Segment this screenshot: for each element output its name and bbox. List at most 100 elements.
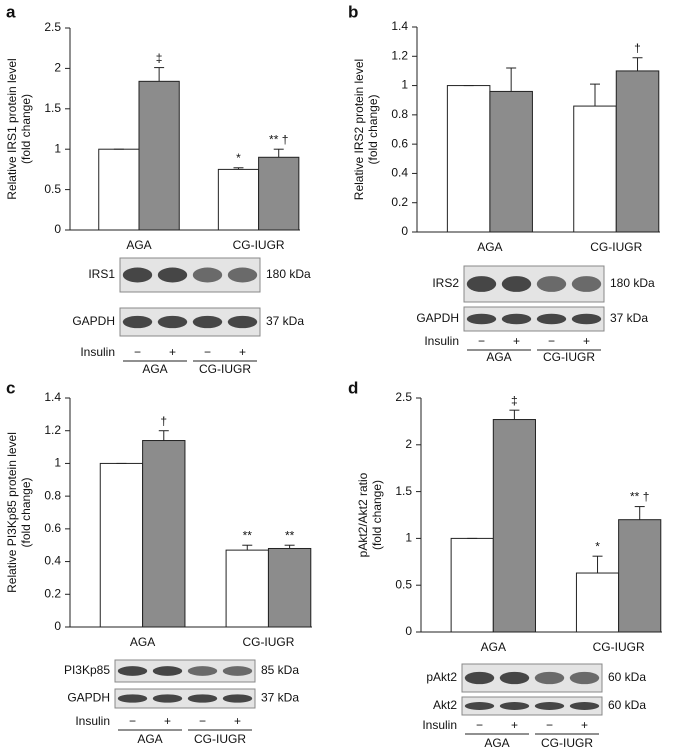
y-tick-label: 0.8 — [44, 488, 61, 502]
blot-size: 85 kDa — [261, 663, 299, 677]
blot-band — [571, 313, 602, 325]
blot-size: 180 kDa — [266, 267, 311, 281]
significance: ‡ — [156, 51, 163, 65]
y-tick-label: 0.6 — [44, 521, 61, 535]
insulin-sign: − — [548, 334, 555, 348]
bar — [615, 70, 660, 233]
panel-label: d — [348, 378, 358, 397]
bar — [225, 549, 269, 628]
blot-band — [117, 666, 148, 676]
blot-band — [187, 694, 218, 703]
x-tick-label: AGA — [130, 635, 155, 649]
y-tick-label: 1 — [401, 78, 408, 92]
significance: ‡ — [511, 393, 518, 407]
y-tick-label: 1 — [405, 531, 412, 545]
group-label: CG-IUGR — [194, 732, 246, 746]
blot-band — [534, 702, 565, 710]
y-tick-label: 0 — [54, 222, 61, 236]
blot-band — [227, 267, 258, 283]
x-tick-label: AGA — [477, 240, 502, 254]
insulin-sign: − — [204, 345, 211, 359]
blot-band — [152, 694, 183, 703]
blot-band — [466, 276, 497, 292]
significance: ** † — [630, 490, 649, 504]
blot-label: PI3Kp85 — [64, 663, 110, 677]
panel-label: a — [6, 2, 16, 21]
y-tick-label: 1 — [54, 141, 61, 155]
y-tick-label: 0.4 — [391, 166, 408, 180]
bar — [492, 419, 536, 633]
group-label: CG-IUGR — [199, 362, 251, 376]
blot-size: 37 kDa — [610, 311, 648, 325]
insulin-sign: + — [583, 334, 590, 348]
bar — [573, 105, 617, 233]
group-label: AGA — [484, 736, 509, 750]
y-tick-label: 0 — [54, 619, 61, 633]
insulin-label: Insulin — [424, 334, 459, 348]
insulin-sign: − — [134, 345, 141, 359]
blot-band — [536, 276, 567, 292]
y-tick-label: 0 — [405, 624, 412, 638]
blot-band — [122, 267, 153, 283]
insulin-sign: − — [546, 718, 553, 732]
group-label: AGA — [137, 732, 162, 746]
y-axis-label: Relative IRS1 protein level — [5, 58, 19, 199]
x-tick-label: CG-IUGR — [233, 238, 285, 252]
insulin-sign: + — [169, 345, 176, 359]
y-axis-label: pAkt2/Akt2 ratio — [356, 472, 370, 557]
bar — [618, 519, 662, 633]
panel: b 0 0.2 0.4 0.6 0.8 1 1.2 1.4 Relative IRS2 prote… — [348, 2, 660, 364]
panel: d 0 0.5 1 1.5 2 2.5 pAkt2/Akt2 ratio (fold chang… — [348, 378, 662, 750]
blot-band — [569, 671, 600, 685]
y-tick-label: 0.6 — [391, 136, 408, 150]
insulin-sign: − — [129, 714, 136, 728]
significance: † — [160, 414, 167, 428]
blot-band — [571, 276, 602, 292]
blot-band — [192, 267, 223, 283]
insulin-sign: + — [239, 345, 246, 359]
significance: † — [634, 41, 641, 55]
significance: ** — [285, 528, 295, 542]
y-tick-label: 2.5 — [395, 390, 412, 404]
blot-band — [222, 694, 253, 703]
panel: a 0 0.5 1 1.5 2 2.5 Relative IRS1 protein level… — [5, 2, 311, 376]
blot-strip — [114, 659, 256, 683]
blot-band — [536, 313, 567, 325]
blot-band — [157, 315, 188, 329]
significance: ** † — [269, 132, 288, 146]
blot-band — [501, 313, 532, 325]
bar — [575, 572, 620, 633]
blot-label: IRS1 — [88, 267, 115, 281]
blot-band — [466, 313, 497, 325]
blot-band — [157, 267, 188, 283]
group-label: AGA — [486, 350, 511, 364]
y-tick-label: 2 — [54, 61, 61, 75]
blot-label: GAPDH — [67, 691, 110, 705]
blot-label: GAPDH — [416, 311, 459, 325]
blot-band — [499, 702, 530, 710]
y-tick-label: 1.5 — [44, 101, 61, 115]
group-label: CG-IUGR — [543, 350, 595, 364]
blot-strip — [461, 696, 603, 716]
y-tick-label: 0.5 — [395, 577, 412, 591]
blot-size: 37 kDa — [261, 691, 299, 705]
y-tick-label: 1.5 — [395, 484, 412, 498]
y-tick-label: 0.4 — [44, 554, 61, 568]
blot-band — [464, 671, 495, 685]
blot-label: Akt2 — [433, 698, 457, 712]
panel-label: b — [348, 2, 358, 21]
y-tick-label: 2.5 — [44, 20, 61, 34]
blot-band — [122, 315, 153, 329]
y-axis-label: Relative IRS2 protein level — [352, 59, 366, 200]
blot-band — [464, 702, 495, 710]
significance: * — [236, 151, 241, 165]
insulin-sign: + — [234, 714, 241, 728]
insulin-sign: + — [513, 334, 520, 348]
blot-strip — [114, 688, 256, 709]
blot-band — [227, 315, 258, 329]
y-tick-label: 0.2 — [391, 195, 408, 209]
blot-label: IRS2 — [432, 276, 459, 290]
bar — [99, 462, 144, 628]
y-axis-label: Relative PI3Kp85 protein level — [5, 432, 19, 593]
bar — [217, 168, 260, 231]
